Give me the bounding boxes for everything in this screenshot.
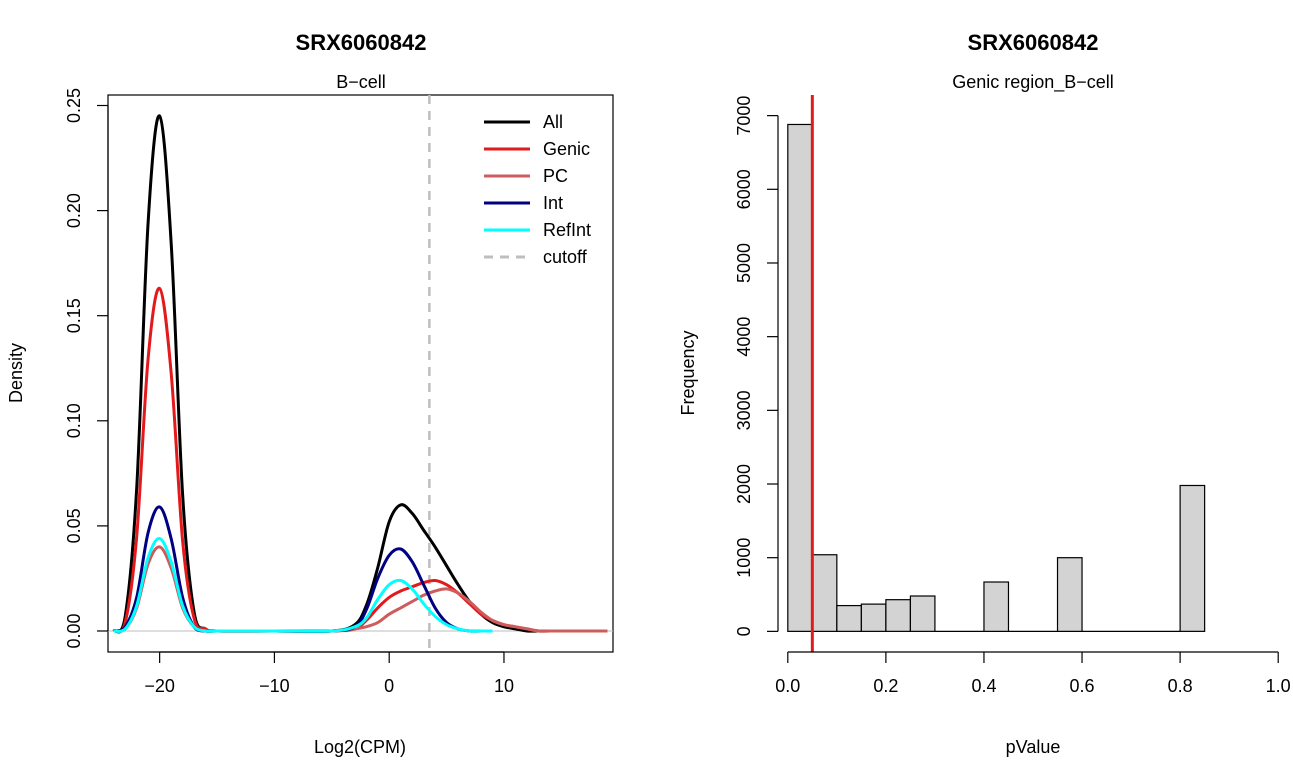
density-y-axis: 0.00 0.05 0.10 0.15 0.20 0.25 xyxy=(64,88,109,649)
histogram-x-tick-label: 0.2 xyxy=(873,676,898,696)
histogram-x-tick-label: 1.0 xyxy=(1266,676,1291,696)
histogram-bar xyxy=(885,599,912,632)
density-series-group xyxy=(112,114,608,634)
histogram-bar xyxy=(983,581,1010,632)
legend-label-pc: PC xyxy=(543,166,568,186)
histogram-bar xyxy=(787,123,813,632)
density-y-axis-label: Density xyxy=(6,343,26,403)
density-line-all xyxy=(112,114,550,634)
histogram-x-axis-label: pValue xyxy=(1006,737,1061,757)
histogram-y-tick-label: 5000 xyxy=(734,243,754,283)
histogram-chart-title: SRX6060842 xyxy=(968,30,1099,55)
density-y-tick-label: 0.20 xyxy=(64,193,84,228)
histogram-x-tick-label: 0.6 xyxy=(1070,676,1095,696)
legend-label-all: All xyxy=(543,112,563,132)
histogram-chart-subtitle: Genic region_B−cell xyxy=(952,72,1114,93)
density-x-axis-label: Log2(CPM) xyxy=(314,737,406,757)
legend-label-int: Int xyxy=(543,193,563,213)
density-legend: All Genic PC Int RefInt cutoff xyxy=(484,112,591,267)
histogram-panel: SRX6060842 Genic region_B−cell 0.0 0.2 0.4… xyxy=(678,30,1291,757)
density-y-tick-label: 0.00 xyxy=(64,613,84,648)
histogram-bar xyxy=(836,604,862,632)
histogram-y-axis: 0 1000 2000 3000 4000 5000 6000 7000 xyxy=(734,96,779,636)
density-x-axis: −20 −10 0 10 xyxy=(144,651,514,696)
density-x-tick-label: −20 xyxy=(144,676,175,696)
histogram-x-tick-label: 0.0 xyxy=(775,676,800,696)
density-plot-box xyxy=(107,94,614,653)
histogram-bar xyxy=(909,595,936,632)
density-x-tick-label: 10 xyxy=(494,676,514,696)
histogram-y-tick-label: 7000 xyxy=(734,96,754,136)
legend-label-cutoff: cutoff xyxy=(543,247,588,267)
density-x-tick-label: −10 xyxy=(259,676,290,696)
histogram-bar xyxy=(1179,484,1206,632)
histogram-bar xyxy=(860,603,887,632)
density-x-tick-label: 0 xyxy=(384,676,394,696)
histogram-y-tick-label: 2000 xyxy=(734,464,754,504)
legend-label-refint: RefInt xyxy=(543,220,591,240)
density-y-tick-label: 0.15 xyxy=(64,298,84,333)
histogram-y-tick-label: 0 xyxy=(734,626,754,636)
histogram-x-tick-label: 0.8 xyxy=(1168,676,1193,696)
density-y-tick-label: 0.05 xyxy=(64,508,84,543)
legend-label-genic: Genic xyxy=(543,139,590,159)
density-line-refint xyxy=(113,537,493,633)
density-chart-subtitle: B−cell xyxy=(336,72,386,92)
density-chart-title: SRX6060842 xyxy=(296,30,427,55)
density-y-tick-label: 0.10 xyxy=(64,403,84,438)
density-y-tick-label: 0.25 xyxy=(64,88,84,123)
histogram-y-tick-label: 4000 xyxy=(734,317,754,357)
histogram-x-tick-label: 0.4 xyxy=(971,676,996,696)
histogram-bar xyxy=(811,554,838,632)
histogram-y-tick-label: 3000 xyxy=(734,390,754,430)
histogram-bar xyxy=(1056,557,1083,632)
histogram-bars-group xyxy=(787,123,1206,632)
density-panel: SRX6060842 B−cell −20 −10 0 10 0.00 0.05 0.10… xyxy=(6,30,614,757)
histogram-y-tick-label: 1000 xyxy=(734,538,754,578)
histogram-x-axis: 0.0 0.2 0.4 0.6 0.8 1.0 xyxy=(775,651,1291,696)
histogram-y-tick-label: 6000 xyxy=(734,169,754,209)
histogram-y-axis-label: Frequency xyxy=(678,330,698,415)
density-line-genic xyxy=(112,286,608,634)
